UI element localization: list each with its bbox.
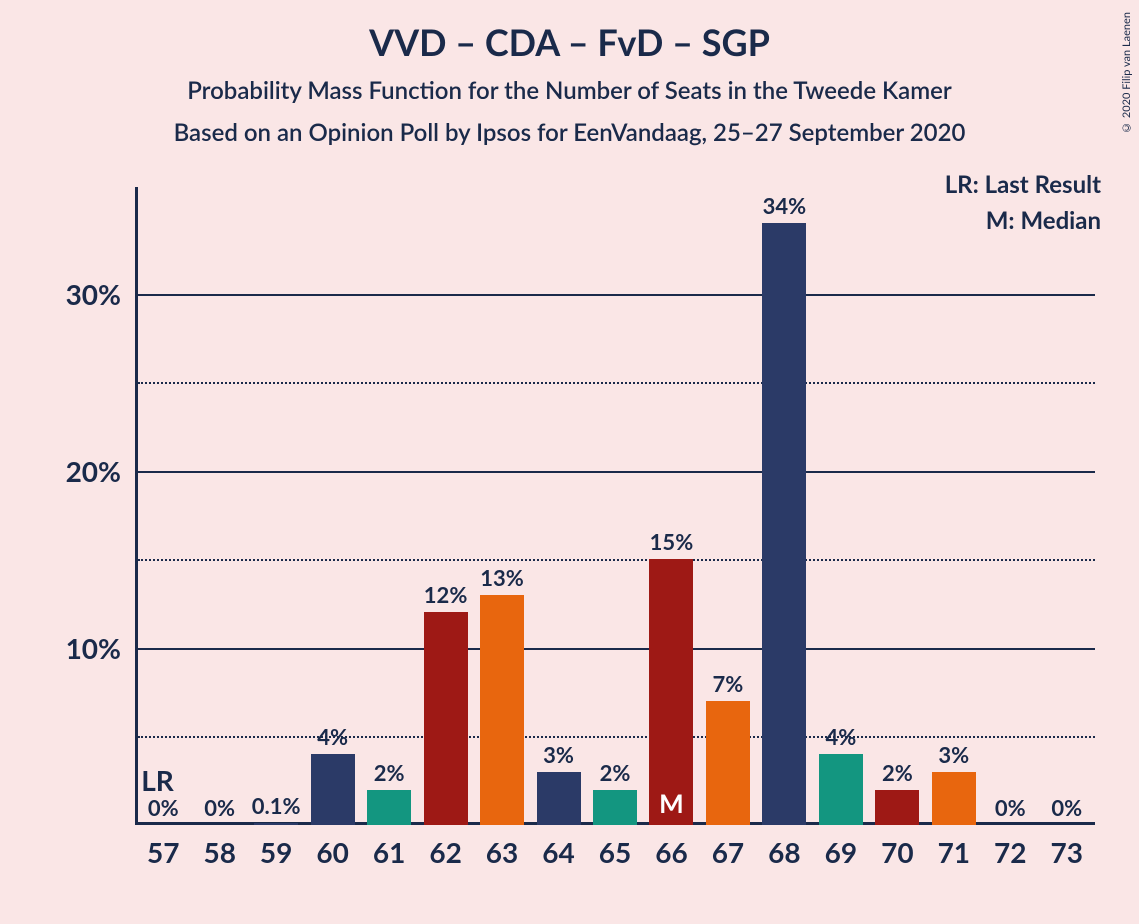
x-tick-label: 62 [429,825,461,869]
bar-value-label: 2% [374,759,405,790]
bar: 2% [875,790,919,825]
bar: 34% [762,223,806,825]
bar-value-label: 0% [1051,794,1082,825]
x-tick-label: 58 [203,825,235,869]
bar: 2% [367,790,411,825]
bar-value-label: 0.1% [252,792,301,823]
gridline [138,294,1095,296]
chart-title: VVD – CDA – FvD – SGP [0,20,1139,64]
chart-subtitle-1: Probability Mass Function for the Number… [0,76,1139,105]
x-tick-label: 65 [599,825,631,869]
lr-marker: LR [141,763,174,797]
x-tick-label: 66 [655,825,687,869]
legend-lr: LR: Last Result [945,170,1101,199]
gridline [138,736,1095,738]
bar-value-label: 15% [650,528,694,559]
bar: 4% [311,754,355,825]
median-marker: M [659,787,684,819]
bar-value-label: 34% [763,192,807,223]
gridline [138,471,1095,473]
y-axis [135,187,138,825]
y-tick-label: 30% [66,277,135,311]
bar-value-label: 3% [938,741,969,772]
bar-value-label: 4% [825,723,856,754]
gridline [138,559,1095,561]
bar: 2% [593,790,637,825]
bar-value-label: 3% [543,741,574,772]
bar: 15%M [649,559,693,825]
x-tick-label: 70 [881,825,913,869]
x-tick-label: 57 [147,825,179,869]
bar-value-label: 7% [713,670,744,701]
x-tick-label: 73 [1051,825,1083,869]
gridline [138,382,1095,384]
bar: 13% [480,595,524,825]
chart-subtitle-2: Based on an Opinion Poll by Ipsos for Ee… [0,118,1139,147]
x-tick-label: 61 [373,825,405,869]
bar-value-label: 4% [317,723,348,754]
x-tick-label: 72 [994,825,1026,869]
y-tick-label: 10% [66,631,135,665]
x-tick-label: 68 [768,825,800,869]
bar-value-label: 0% [148,794,179,825]
gridline [138,648,1095,650]
x-tick-label: 71 [938,825,970,869]
bar: 7% [706,701,750,825]
bar-value-label: 0% [995,794,1026,825]
x-tick-label: 63 [486,825,518,869]
bar: 3% [537,772,581,825]
bar: 3% [932,772,976,825]
bar: 12% [424,612,468,825]
y-tick-label: 20% [66,454,135,488]
bar: 4% [819,754,863,825]
x-tick-label: 59 [260,825,292,869]
x-tick-label: 69 [825,825,857,869]
x-tick-label: 67 [712,825,744,869]
bar-value-label: 0% [204,794,235,825]
chart-plot-area: 10%20%30%0%0%0.1%4%2%12%13%3%2%15%M7%34%… [135,205,1095,825]
bar-value-label: 12% [424,581,468,612]
bar-value-label: 2% [600,759,631,790]
bar-value-label: 2% [882,759,913,790]
x-tick-label: 64 [542,825,574,869]
bar-value-label: 13% [480,564,524,595]
x-tick-label: 60 [316,825,348,869]
